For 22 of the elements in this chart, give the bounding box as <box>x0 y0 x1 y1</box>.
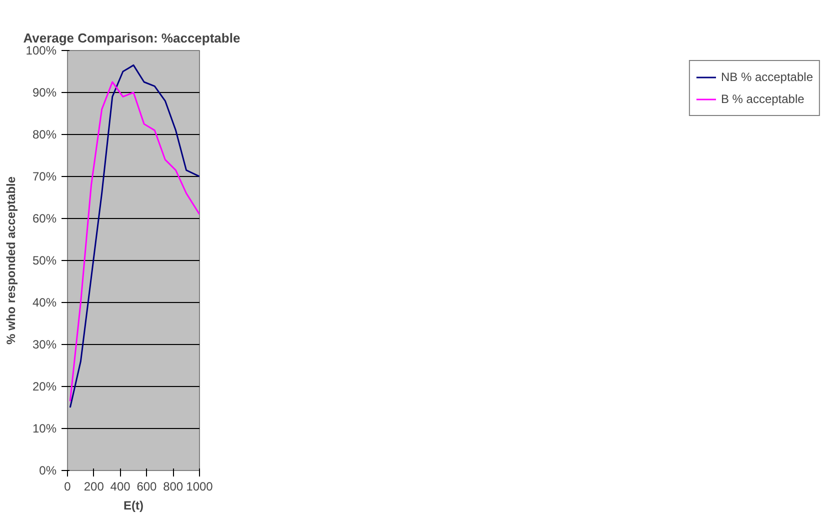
y-tick-label: 50% <box>32 254 57 268</box>
y-tick-label: 0% <box>39 464 57 478</box>
y-tick-label: 70% <box>32 170 57 184</box>
x-tick-label: 800 <box>163 480 184 494</box>
x-tick-label: 0 <box>64 480 72 494</box>
x-tick-label: 400 <box>110 480 131 494</box>
x-tick-label: 200 <box>84 480 104 494</box>
y-tick-label: 80% <box>32 128 57 142</box>
y-tick-label: 20% <box>32 380 57 394</box>
y-tick-label: 100% <box>26 44 57 58</box>
y-tick-label: 40% <box>32 296 57 310</box>
x-axis-title: E(t) <box>124 498 144 512</box>
y-axis-title: % who responded acceptable <box>4 176 18 345</box>
legend-label: B % acceptable <box>720 92 804 106</box>
legend-label: NB % acceptable <box>720 70 813 84</box>
chart-title: Average Comparison: %acceptable <box>23 30 240 46</box>
x-tick-label: 600 <box>136 480 158 494</box>
y-tick-label: 90% <box>32 86 57 100</box>
y-tick-label: 60% <box>32 212 57 226</box>
y-tick-label: 10% <box>32 422 57 436</box>
y-tick-label: 30% <box>32 338 57 352</box>
x-tick-label: 1000 <box>186 480 214 494</box>
